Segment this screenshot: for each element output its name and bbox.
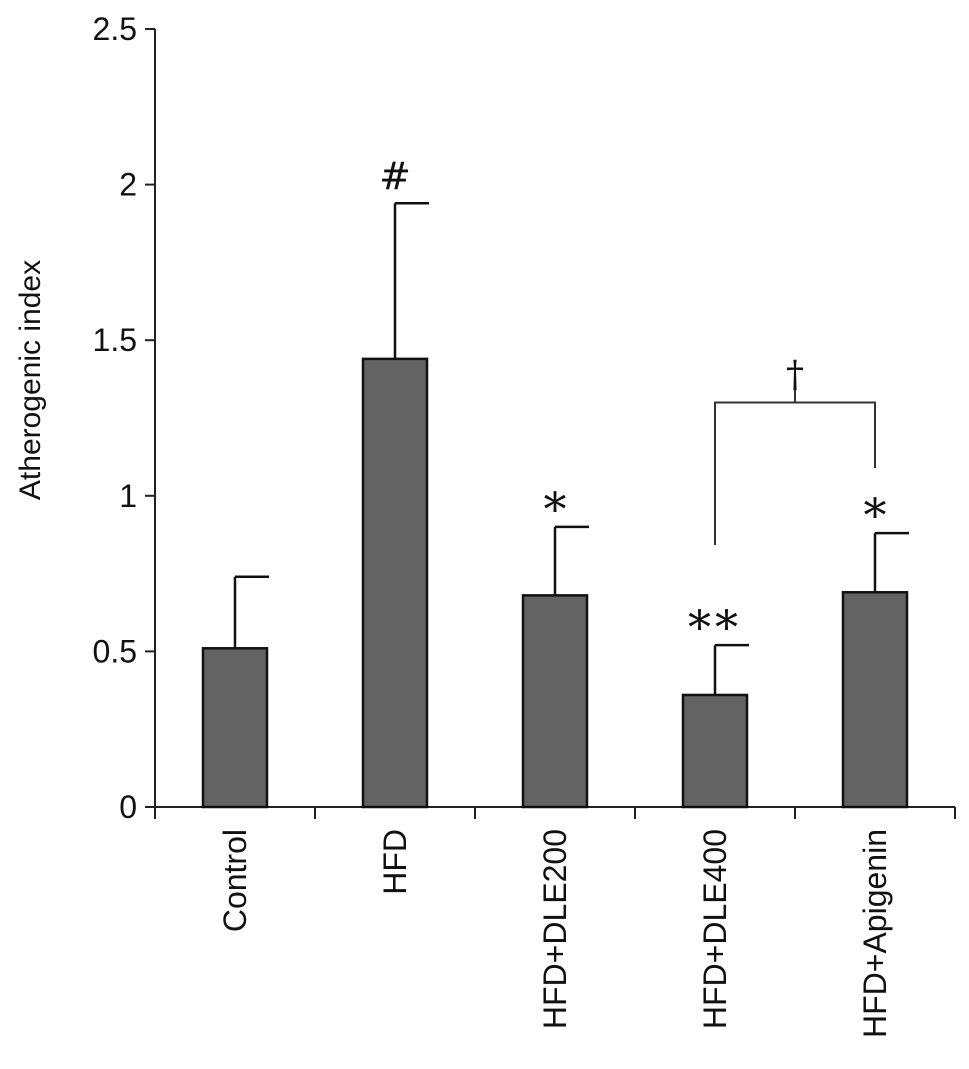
- y-tick-label: 1: [119, 478, 137, 514]
- y-tick-label: 0: [119, 789, 137, 825]
- comparison-bracket: [714, 401, 876, 546]
- x-tick-label: Control: [217, 829, 253, 932]
- y-axis-label: Atherogenic index: [14, 260, 47, 500]
- y-tick-label: 1.5: [93, 322, 137, 358]
- annotations: #****†: [379, 154, 886, 654]
- y-axis: 0 0.5 1 1.5 2 2.5: [93, 11, 156, 825]
- bar: [521, 594, 589, 809]
- x-tick-label: HFD+Apigenin: [857, 829, 893, 1038]
- y-tick-label: 2.5: [93, 11, 137, 47]
- bar: [361, 357, 429, 809]
- bar: [201, 647, 269, 809]
- significance-marker: #: [379, 154, 411, 198]
- x-tick-label: HFD+DLE200: [537, 829, 573, 1029]
- significance-marker: **: [688, 600, 742, 654]
- x-axis: Control HFD HFD+DLE200 HFD+DLE400 HFD+Apigen…: [154, 806, 956, 1038]
- bar: [841, 591, 909, 809]
- bars: [201, 202, 909, 809]
- significance-marker: *: [864, 488, 887, 542]
- y-tick-label: 0.5: [93, 633, 137, 669]
- significance-marker: *: [544, 482, 567, 536]
- x-tick-label: HFD+DLE400: [697, 829, 733, 1029]
- y-tick-label: 2: [119, 167, 137, 203]
- comparison-label: †: [786, 354, 804, 395]
- x-tick-label: HFD: [377, 829, 413, 895]
- bar: [681, 693, 749, 809]
